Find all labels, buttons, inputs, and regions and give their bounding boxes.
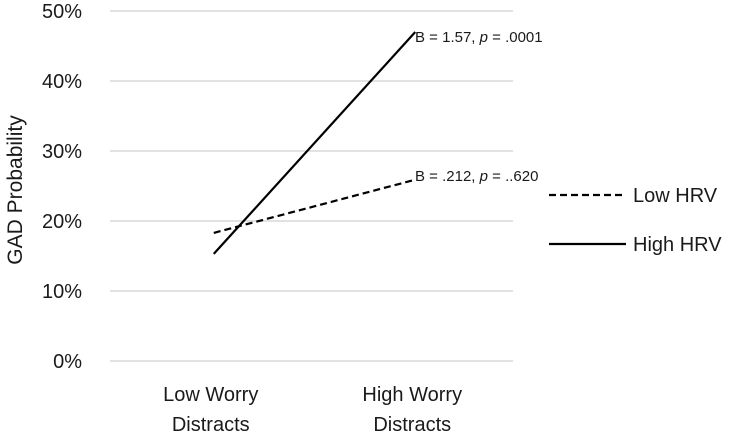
series-line-high-hrv bbox=[212, 31, 417, 255]
y-tick-label: 10% bbox=[42, 281, 82, 303]
x-category-label: High Worry Distracts bbox=[362, 384, 462, 436]
y-axis-title: GAD Probability bbox=[4, 115, 27, 265]
legend-label: High HRV bbox=[633, 234, 722, 256]
series-annotation: B = 1.57, p = .0001 bbox=[415, 29, 543, 46]
x-category-label: Low Worry Distracts bbox=[163, 384, 258, 436]
legend: Low HRV High HRV bbox=[549, 185, 722, 256]
y-tick-label: 20% bbox=[42, 211, 82, 233]
gridlines bbox=[110, 10, 513, 362]
series-annotations: B = .212, p = ..620 B = 1.57, p = .0001 bbox=[415, 29, 543, 185]
x-category-labels: Low Worry Distracts High Worry Distracts bbox=[163, 384, 462, 436]
y-tick-labels: 0% 10% 20% 30% 40% 50% bbox=[42, 1, 82, 373]
series-lines bbox=[212, 31, 417, 255]
y-tick-label: 30% bbox=[42, 141, 82, 163]
y-tick-label: 50% bbox=[42, 1, 82, 23]
series-line-low-hrv bbox=[213, 178, 416, 234]
series-annotation: B = .212, p = ..620 bbox=[415, 168, 538, 185]
legend-label: Low HRV bbox=[633, 185, 718, 207]
y-tick-label: 0% bbox=[53, 351, 82, 373]
y-tick-label: 40% bbox=[42, 71, 82, 93]
